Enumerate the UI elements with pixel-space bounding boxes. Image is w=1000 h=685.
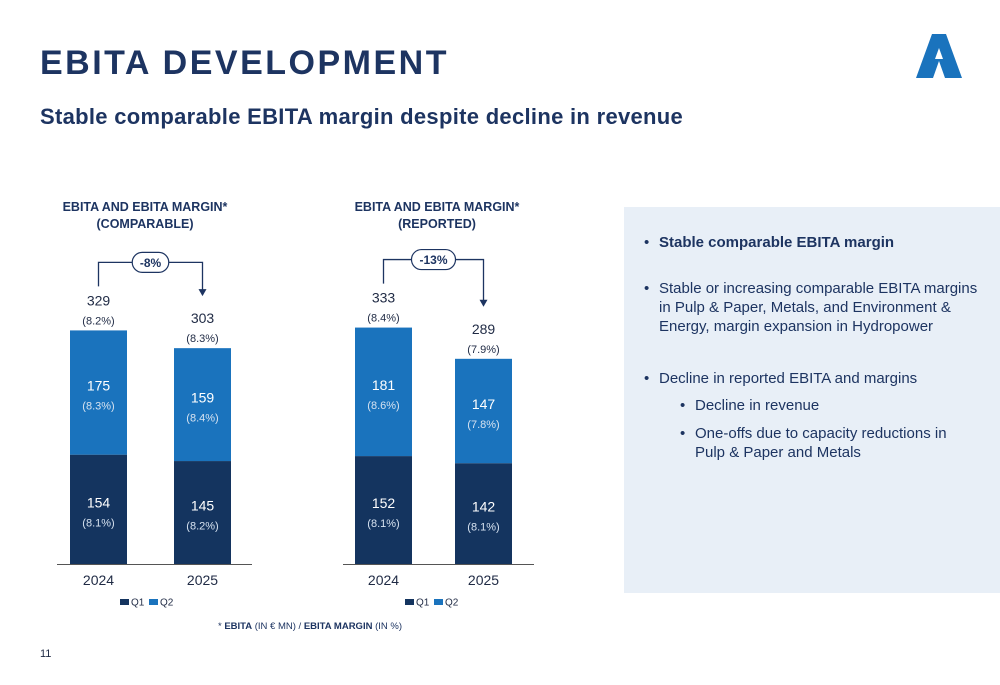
change-badge	[131, 251, 170, 274]
chart-title-comparable: EBITA AND EBITA MARGIN* (COMPARABLE)	[25, 199, 265, 233]
chart-title-line: EBITA AND EBITA MARGIN*	[62, 200, 228, 214]
change-badge-label: -13%	[419, 253, 447, 267]
total-value-label: 303	[191, 310, 215, 326]
x-tick-label: 2025	[187, 572, 218, 588]
bar-value-label: 145	[191, 498, 215, 514]
bar-q2	[455, 358, 512, 464]
footnote-ebita-unit: (IN € MN) /	[252, 621, 304, 632]
bullet-dot: •	[680, 425, 686, 442]
bar-margin-label: (8.3%)	[82, 401, 114, 413]
bar-q2	[355, 327, 412, 457]
change-badge-label: -8%	[140, 256, 162, 270]
bar-q1	[455, 463, 512, 564]
legend-label: Q2	[445, 598, 459, 609]
bar-q1	[355, 456, 412, 564]
bar-value-label: 175	[87, 378, 111, 394]
change-arrow	[198, 289, 207, 297]
bar-margin-label: (8.1%)	[82, 517, 114, 529]
total-margin-label: (8.2%)	[82, 315, 114, 327]
bar-margin-label: (8.4%)	[186, 413, 218, 425]
bar-value-label: 152	[372, 495, 396, 511]
total-value-label: 333	[372, 290, 396, 306]
chart-title-line: EBITA AND EBITA MARGIN*	[354, 200, 520, 214]
total-value-label: 329	[87, 292, 111, 308]
total-margin-label: (8.3%)	[186, 333, 218, 345]
bar-margin-label: (8.1%)	[367, 518, 399, 530]
bar-margin-label: (8.2%)	[186, 521, 218, 533]
chart-title-reported: EBITA AND EBITA MARGIN* (REPORTED)	[317, 199, 557, 233]
legend-label: Q2	[160, 598, 174, 609]
x-tick-label: 2024	[83, 572, 114, 588]
bullet-dot: •	[644, 370, 650, 387]
bar-value-label: 154	[87, 494, 111, 510]
bar-value-label: 181	[372, 377, 396, 393]
bar-margin-label: (7.8%)	[467, 419, 499, 431]
footnote-ebita: EBITA	[224, 621, 253, 632]
summary-item: • Decline in reported EBITA and margins	[644, 369, 984, 388]
bar-value-label: 142	[472, 499, 496, 515]
total-margin-label: (8.4%)	[367, 313, 399, 325]
summary-subitem: • One-offs due to capacity reductions in…	[680, 424, 980, 462]
summary-item-text: One-offs due to capacity reductions in P…	[695, 425, 947, 461]
summary-item: • Stable or increasing comparable EBITA …	[644, 279, 984, 336]
chart-title-line: (REPORTED)	[398, 217, 476, 231]
total-margin-label: (7.9%)	[467, 344, 499, 356]
bar-q1	[70, 454, 127, 564]
summary-item-text: Decline in revenue	[695, 397, 820, 414]
footnote-margin: EBITA MARGIN	[303, 621, 373, 632]
page-subtitle: Stable comparable EBITA margin despite d…	[40, 104, 684, 129]
bullet-dot: •	[644, 234, 650, 251]
legend-label: Q1	[131, 598, 145, 609]
bullet-dot: •	[644, 280, 650, 297]
summary-item-text: Decline in reported EBITA and margins	[659, 370, 918, 387]
company-logo-icon	[916, 34, 962, 78]
page-title: EBITA DEVELOPMENT	[40, 44, 449, 82]
footnote: * EBITA (IN € MN) / EBITA MARGIN (IN %)	[0, 621, 620, 632]
footnote-star: *	[217, 621, 225, 632]
footnote-margin-unit: (IN %)	[372, 621, 403, 632]
total-value-label: 289	[472, 321, 496, 337]
legend-swatch	[405, 599, 414, 605]
bar-q2	[174, 348, 231, 462]
summary-panel: • Stable comparable EBITA margin • Stabl…	[624, 207, 1000, 593]
summary-item: • Stable comparable EBITA margin	[644, 233, 984, 252]
bar-margin-label: (8.1%)	[467, 522, 499, 534]
bar-margin-label: (8.6%)	[367, 400, 399, 412]
summary-subitem: • Decline in revenue	[680, 396, 980, 415]
legend-swatch	[120, 599, 129, 605]
summary-item-text: Stable comparable EBITA margin	[659, 234, 895, 251]
bar-value-label: 147	[472, 396, 496, 412]
bar-q1	[174, 461, 231, 564]
x-tick-label: 2024	[368, 572, 399, 588]
chart-title-line: (COMPARABLE)	[96, 217, 194, 231]
change-badge	[410, 248, 457, 271]
x-tick-label: 2025	[468, 572, 499, 588]
legend-swatch	[149, 599, 158, 605]
bullet-dot: •	[680, 397, 686, 414]
page-number: 11	[40, 648, 52, 660]
summary-item-text: Stable or increasing comparable EBITA ma…	[659, 280, 978, 335]
change-arrow	[479, 299, 488, 307]
bar-q2	[70, 330, 127, 455]
legend-swatch	[434, 599, 443, 605]
bar-value-label: 159	[191, 390, 215, 406]
legend-label: Q1	[416, 598, 430, 609]
